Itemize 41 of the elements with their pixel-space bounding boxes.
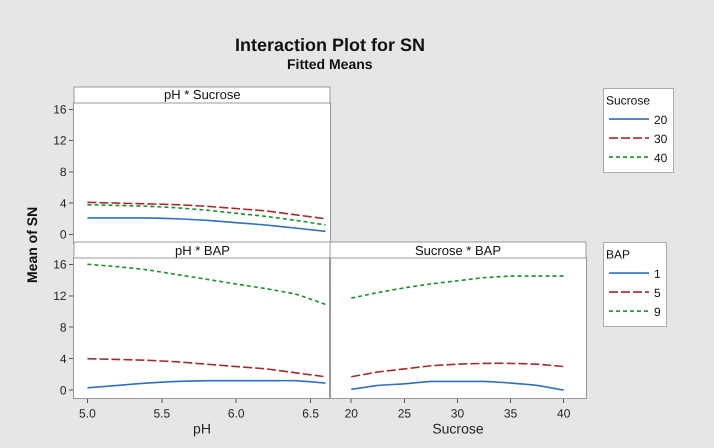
y-tick-label: 16 bbox=[53, 102, 67, 116]
text: Interaction Plot for SN bbox=[235, 35, 426, 55]
y-tick-label: 4 bbox=[60, 352, 67, 366]
x-tick-label: 5.5 bbox=[153, 406, 170, 420]
chart-title: Sucrose * BAP bbox=[415, 243, 501, 258]
legend-label: 30 bbox=[654, 132, 668, 146]
chart-title: pH * BAP bbox=[175, 243, 230, 258]
x-tick-label: 20 bbox=[344, 406, 358, 420]
y-tick-label: 8 bbox=[60, 165, 67, 180]
legend-title: Sucrose bbox=[606, 94, 650, 108]
y-axis-title: Mean of SN bbox=[24, 206, 40, 283]
legend-label: 9 bbox=[654, 304, 661, 319]
x-tick-label: 25 bbox=[398, 406, 412, 420]
x-axis-title: Sucrose bbox=[432, 420, 484, 437]
y-tick-label: 0 bbox=[60, 383, 67, 398]
y-tick-label: 4 bbox=[60, 196, 67, 210]
x-axis-title: pH bbox=[193, 420, 211, 437]
line-series bbox=[86, 358, 326, 378]
legend-title: BAP bbox=[606, 248, 630, 262]
x-tick-label: 30 bbox=[450, 406, 464, 420]
x-tick-label: 40 bbox=[557, 406, 571, 420]
y-tick-label: 8 bbox=[60, 320, 67, 334]
x-tick-label: 6.0 bbox=[228, 406, 245, 420]
x-tick-label: 35 bbox=[504, 406, 518, 420]
line-series bbox=[86, 380, 326, 389]
chart-title: pH * Sucrose bbox=[164, 87, 241, 102]
legend-label: 5 bbox=[654, 286, 661, 300]
line-series bbox=[86, 204, 326, 226]
y-tick-label: 16 bbox=[53, 257, 67, 272]
text: Fitted Means bbox=[287, 56, 373, 72]
line-series bbox=[86, 263, 326, 306]
x-tick-label: 6.5 bbox=[302, 406, 320, 420]
line-series bbox=[86, 217, 326, 232]
y-tick-label: 12 bbox=[53, 134, 67, 148]
legend-label: 20 bbox=[654, 112, 668, 127]
legend-label: 40 bbox=[654, 150, 668, 165]
y-tick-label: 12 bbox=[53, 288, 67, 303]
x-tick-label: 5.0 bbox=[79, 406, 96, 420]
legend-label: 1 bbox=[654, 266, 661, 281]
y-tick-label: 0 bbox=[60, 228, 67, 242]
line-series bbox=[86, 202, 326, 220]
